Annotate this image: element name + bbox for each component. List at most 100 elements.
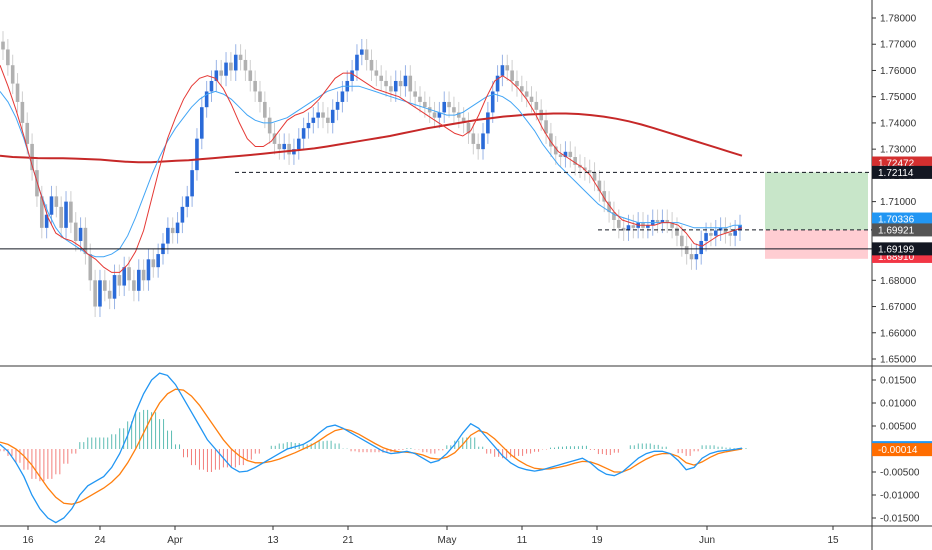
candle-body: [587, 170, 592, 173]
candle-body: [408, 75, 413, 92]
candle-body: [64, 201, 68, 228]
candle-body: [713, 230, 718, 236]
candle-body: [83, 227, 88, 255]
candle-body: [466, 122, 471, 134]
candle-body: [103, 280, 107, 291]
candle-body: [73, 222, 78, 241]
price-axis-label: 1.76000: [880, 66, 917, 77]
macd-axis-label: 0.01000: [880, 399, 917, 410]
candle-body: [267, 117, 272, 134]
candle-body: [684, 246, 689, 255]
position-loss-zone[interactable]: [765, 229, 868, 259]
candle-body: [219, 70, 223, 76]
level-tag: 1.72114: [878, 168, 914, 179]
time-axis-label: 15: [827, 535, 839, 546]
candle-body: [718, 227, 723, 231]
candle-body: [447, 101, 451, 108]
candle-body: [224, 62, 228, 76]
candle-body: [621, 227, 626, 231]
candle-body: [141, 269, 146, 281]
price-tag: 1.70336: [878, 215, 915, 226]
level-tag-bg: [872, 223, 932, 237]
candle-body: [616, 219, 621, 228]
candle-body: [539, 109, 544, 121]
candle-body: [461, 117, 466, 123]
candle-body: [369, 59, 374, 71]
time-axis-label: Apr: [167, 535, 183, 546]
time-axis-label: 24: [94, 535, 106, 546]
candle-body: [20, 101, 25, 123]
macd-axis-label: -0.01000: [880, 491, 920, 502]
candle-body: [253, 80, 257, 92]
candle-body: [326, 117, 330, 123]
price-tag-bg: [872, 212, 932, 226]
candle-body: [505, 65, 510, 71]
ma-200-line: [0, 112, 743, 164]
candle-body: [44, 214, 49, 228]
candle-body: [558, 154, 563, 158]
candle-body: [592, 172, 597, 181]
price-axis-label: 1.78000: [880, 14, 917, 25]
candle-body: [25, 122, 30, 144]
macd-axis-label: 0.01500: [880, 376, 917, 387]
candle-body: [738, 225, 742, 231]
candle-body: [524, 91, 529, 97]
candle-body: [568, 151, 573, 158]
candle-body: [93, 280, 97, 307]
candle-body: [59, 206, 63, 228]
level-tag: 1.69921: [878, 225, 915, 236]
candle-body: [393, 80, 398, 92]
candle-body: [69, 201, 73, 223]
time-axis-label: 13: [267, 535, 279, 546]
candle-body: [364, 49, 369, 60]
candle-body: [437, 112, 442, 118]
candle-body: [350, 70, 354, 81]
price-axis-label: 1.66000: [880, 328, 917, 339]
candle-body: [520, 86, 524, 92]
candle-body: [258, 91, 262, 102]
candle-body: [204, 91, 209, 108]
candle-body: [117, 275, 122, 286]
candle-body: [296, 138, 301, 150]
candle-body: [680, 235, 684, 247]
candle-body: [515, 80, 519, 87]
candle-body: [156, 254, 160, 268]
candle-body: [389, 86, 393, 92]
price-axis-label: 1.75000: [880, 92, 917, 103]
candle-body: [136, 269, 141, 291]
candle-body: [481, 133, 485, 150]
candle-body: [287, 143, 291, 155]
macd-tag: -0.00014: [878, 445, 918, 456]
candle-body: [709, 233, 713, 236]
candle-body: [510, 70, 514, 81]
candle-body: [54, 196, 59, 207]
position-profit-zone[interactable]: [765, 172, 868, 230]
candle-body: [112, 275, 117, 299]
macd-tag-bg: [872, 443, 932, 457]
price-axis-label: 1.77000: [880, 40, 917, 51]
candle-body: [170, 227, 175, 234]
macd-axis-label: 0.00500: [880, 422, 917, 433]
candle-body: [301, 128, 306, 139]
time-axis-label: 19: [591, 535, 603, 546]
candle-body: [180, 206, 185, 223]
candle-body: [432, 112, 437, 118]
candle-body: [631, 225, 636, 228]
candle-body: [612, 212, 616, 220]
level-tag-bg: [872, 165, 932, 179]
time-axis-label: 16: [22, 535, 34, 546]
macd-axis-label: -0.00500: [880, 468, 920, 479]
macd-line: [0, 372, 743, 524]
candle-body: [209, 80, 214, 92]
candle-body: [238, 54, 243, 60]
candle-body: [694, 254, 699, 260]
candle-body: [423, 101, 427, 108]
candle-body: [151, 259, 156, 268]
candle-body: [360, 49, 364, 55]
price-tag: 1.72472: [878, 159, 915, 170]
candle-body: [292, 149, 296, 155]
level-tag: 1.69199: [878, 244, 915, 255]
price-tag: 1.68910: [878, 252, 915, 263]
candle-body: [107, 290, 112, 299]
